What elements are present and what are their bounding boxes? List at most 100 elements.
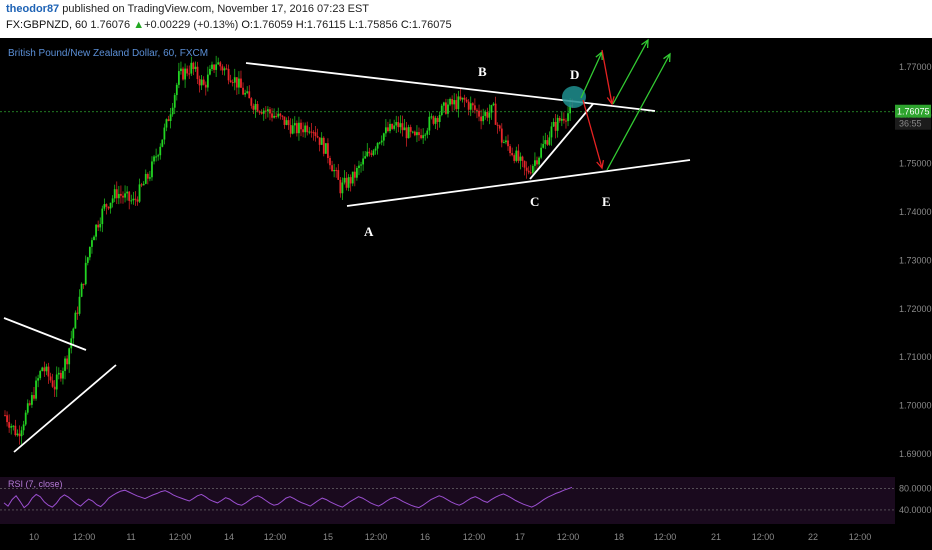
candle-body	[111, 198, 114, 203]
candle-body	[459, 96, 462, 100]
candle-body	[382, 133, 385, 141]
candle-body	[91, 240, 93, 247]
candle-body	[389, 123, 391, 132]
candle-body	[165, 119, 168, 128]
candle-body	[521, 156, 524, 161]
down-arrow-2-head	[606, 96, 615, 106]
left-support-line	[13, 364, 117, 453]
candle-body	[411, 131, 414, 133]
candle-body	[277, 113, 280, 117]
candle-body	[258, 111, 261, 113]
candle-body	[246, 91, 249, 93]
candle-body	[424, 134, 427, 136]
candle-body	[546, 140, 549, 145]
highlight-circle	[562, 86, 586, 108]
candle-body	[492, 103, 495, 106]
rsi-label: RSI (7, close)	[8, 479, 63, 489]
candle-body	[447, 104, 449, 114]
author-link[interactable]: theodor87	[6, 3, 60, 15]
current-price-label: 1.76075	[897, 107, 930, 117]
candle-body	[498, 125, 501, 129]
candle-body	[453, 100, 456, 105]
low-label: L:	[348, 19, 358, 31]
candle-body	[505, 140, 507, 143]
candle-body	[242, 87, 244, 95]
candle-body	[436, 118, 439, 122]
candle-body	[202, 79, 205, 85]
candle-body	[289, 125, 292, 134]
candle-body	[24, 412, 27, 425]
candle-body	[182, 68, 184, 80]
up-triangle-icon: ▲	[133, 19, 145, 31]
candle-body	[41, 367, 44, 372]
price-tick-label: 1.73000	[899, 255, 932, 265]
candle-body	[157, 155, 160, 157]
candle-body	[97, 224, 100, 228]
candle-body	[395, 122, 398, 126]
candle-body	[33, 395, 35, 399]
candle-body	[213, 64, 215, 70]
time-tick-label: 22	[808, 532, 818, 542]
drawings: A B C D E	[0, 38, 895, 453]
lower-trendline	[346, 159, 691, 207]
candle-body	[490, 105, 493, 113]
candle-body	[184, 68, 186, 80]
candle-body	[6, 415, 8, 423]
candle-body	[31, 395, 33, 405]
candle-body	[351, 171, 354, 184]
candle-body	[221, 66, 224, 71]
time-tick-label: 15	[323, 532, 333, 542]
candle-body	[51, 380, 54, 387]
candle-body	[281, 115, 284, 117]
candle-body	[362, 158, 365, 165]
current-price-badge	[895, 104, 931, 118]
candle-body	[86, 257, 89, 263]
candle-body	[35, 380, 37, 399]
candle-body	[115, 189, 118, 199]
candle-body	[287, 120, 290, 126]
time-tick-label: 14	[224, 532, 234, 542]
candle-body	[556, 117, 559, 131]
down-arrow-1-head	[596, 160, 605, 170]
candle-body	[198, 79, 201, 86]
candle-body	[204, 84, 207, 88]
candle-body	[476, 109, 478, 111]
candle-body	[540, 147, 543, 158]
candle-body	[544, 140, 547, 144]
candle-body	[407, 127, 410, 139]
rsi-tick-40: 40.0000	[899, 505, 932, 515]
candle-body	[347, 177, 350, 188]
price-change: +0.00229 (+0.13%)	[144, 19, 239, 31]
candle-body	[238, 78, 240, 88]
candle-body	[339, 179, 342, 194]
candle-body	[488, 112, 491, 118]
candle-body	[134, 198, 137, 200]
candle-body	[560, 118, 563, 121]
candle-body	[434, 118, 437, 124]
candle-body	[376, 143, 379, 149]
time-tick-label: 10	[29, 532, 39, 542]
point-label-a: A	[364, 224, 374, 239]
up-arrow-3-head	[663, 52, 671, 63]
candles	[4, 55, 574, 445]
candle-body	[413, 131, 416, 136]
candle-body	[155, 156, 158, 158]
point-label-b: B	[478, 64, 487, 79]
candle-body	[422, 135, 425, 139]
point-label-e: E	[602, 194, 611, 209]
candle-body	[68, 348, 71, 365]
candle-body	[146, 173, 149, 179]
candle-body	[47, 366, 50, 377]
candle-body	[107, 206, 110, 209]
candle-body	[109, 202, 112, 209]
candle-body	[558, 117, 561, 121]
candle-body	[209, 68, 211, 75]
close-value: 1.76075	[411, 19, 452, 31]
candle-body	[442, 102, 445, 106]
candle-body	[353, 171, 356, 178]
candle-body	[478, 110, 480, 117]
candle-body	[186, 68, 189, 74]
candle-body	[457, 96, 460, 110]
